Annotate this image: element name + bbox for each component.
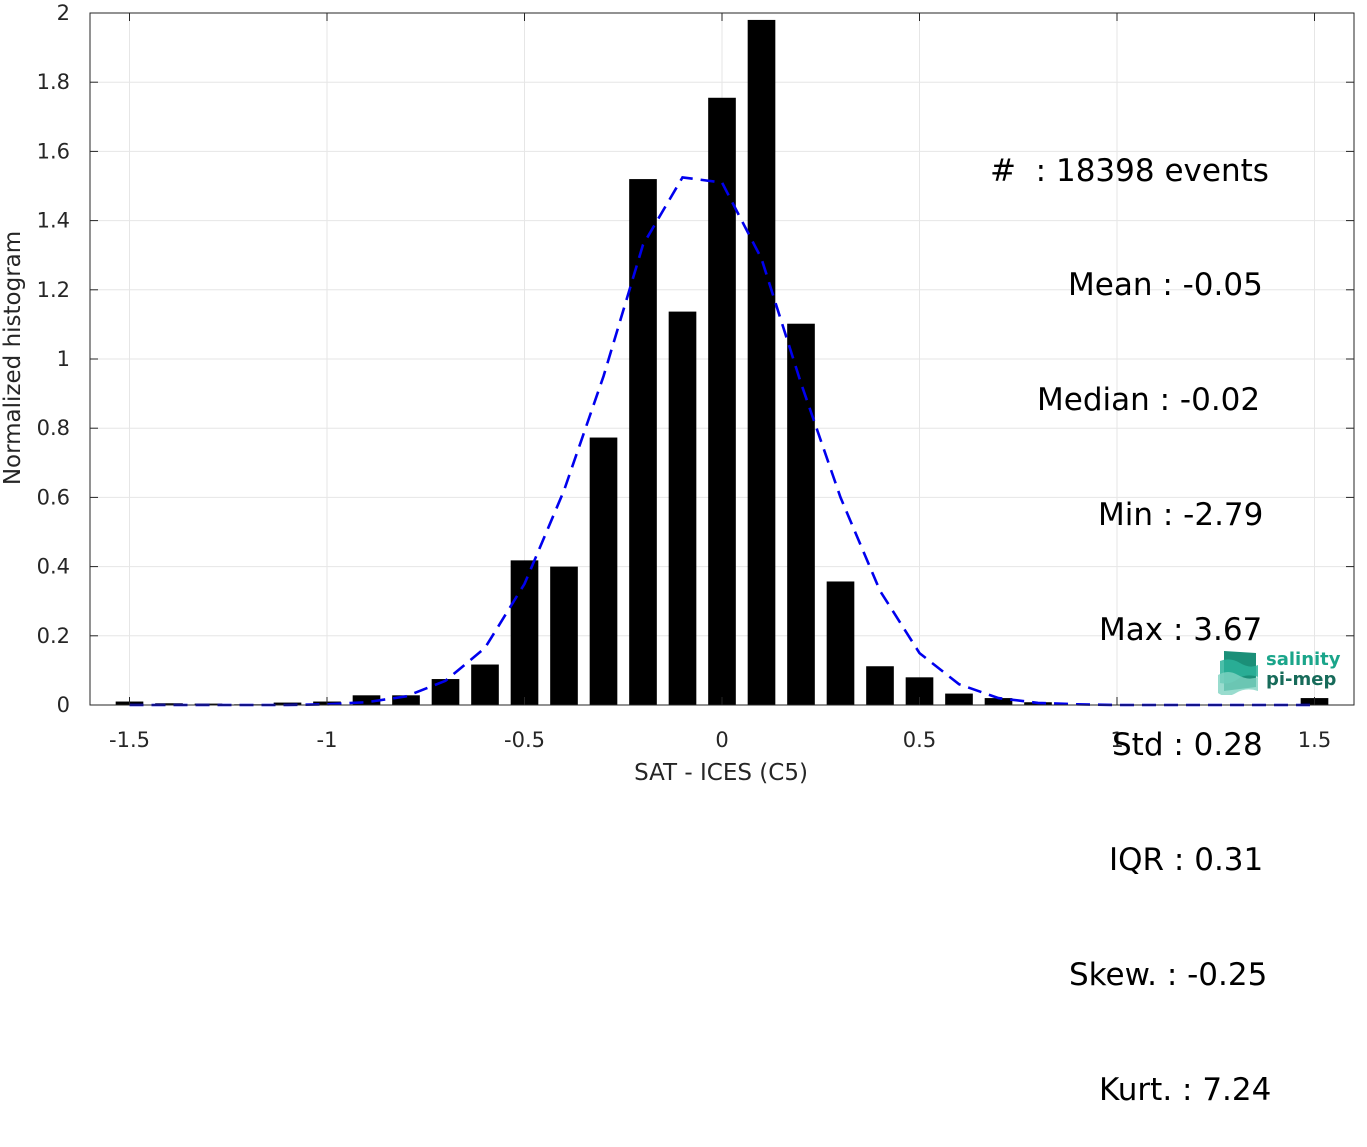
histogram-bar xyxy=(629,179,657,705)
histogram-bar xyxy=(984,698,1013,705)
histogram-bar xyxy=(392,695,420,705)
x-tick-label: 1 xyxy=(1110,728,1123,752)
histogram-bar xyxy=(668,311,697,705)
y-tick-label: 0.2 xyxy=(37,624,70,648)
y-tick-label: 0.8 xyxy=(37,416,70,440)
stats-min: Min : -2.79 xyxy=(1098,497,1264,534)
histogram-bar xyxy=(866,666,894,705)
x-tick-label: 0 xyxy=(715,728,728,752)
stats-skew: Skew. : -0.25 xyxy=(1069,956,1268,993)
x-tick-label: -1 xyxy=(317,728,338,752)
histogram-bar xyxy=(471,664,499,705)
y-axis-label: Normalized histogram xyxy=(0,231,26,485)
y-tick-label: 0.4 xyxy=(37,555,70,579)
logo-wave-icon xyxy=(1218,651,1258,695)
y-tick-label: 1.8 xyxy=(37,70,70,94)
y-tick-label: 0 xyxy=(57,693,70,717)
histogram-bar xyxy=(747,19,776,706)
histogram-bar xyxy=(550,566,578,705)
histogram-bar xyxy=(589,437,618,705)
histogram-bar xyxy=(431,679,460,705)
stats-max: Max : 3.67 xyxy=(1099,612,1263,649)
y-tick-label: 1.2 xyxy=(37,278,70,302)
y-axis-ticks: 0 0.2 0.4 0.6 0.8 1 1.2 1.4 1.6 1.8 2 xyxy=(37,1,1354,717)
histogram-bars xyxy=(115,19,1329,706)
stats-iqr: IQR : 0.31 xyxy=(1109,841,1264,878)
x-tick-label: -1.5 xyxy=(109,728,150,752)
stats-box: # : 18398 events Mean : -0.05 Median : -… xyxy=(990,75,1271,1147)
salinity-pimep-logo: salinity pi-mep xyxy=(1216,647,1346,695)
x-tick-label: 1.5 xyxy=(1298,728,1331,752)
histogram-bar xyxy=(945,693,973,705)
stats-kurt: Kurt. : 7.24 xyxy=(1099,1071,1272,1108)
x-tick-label: -0.5 xyxy=(504,728,545,752)
histogram-bar xyxy=(155,703,183,705)
y-tick-label: 1 xyxy=(57,347,70,371)
histogram-chart: -1.5 -1 -0.5 0 0.5 1 1.5 0 0.2 0.4 0.6 0.8 1 1.2 1.4 1… xyxy=(0,1,1355,785)
y-tick-label: 0.6 xyxy=(37,485,70,509)
y-tick-label: 2 xyxy=(57,1,70,25)
x-tick-label: 0.5 xyxy=(903,728,936,752)
stats-std: Std : 0.28 xyxy=(1112,727,1263,764)
x-axis-ticks: -1.5 -1 -0.5 0 0.5 1 1.5 xyxy=(109,13,1331,752)
stats-count: # : 18398 events xyxy=(990,152,1269,189)
logo-text-line1: salinity xyxy=(1266,649,1341,670)
y-tick-label: 1.4 xyxy=(37,209,70,233)
histogram-bar xyxy=(826,581,855,705)
x-axis-label: SAT - ICES (C5) xyxy=(634,760,808,785)
stats-mean: Mean : -0.05 xyxy=(1068,267,1263,304)
histogram-bar xyxy=(708,97,736,705)
histogram-bar xyxy=(352,695,381,705)
stats-median: Median : -0.02 xyxy=(1037,382,1261,419)
histogram-bar xyxy=(787,323,815,705)
logo-text-line2: pi-mep xyxy=(1266,669,1337,690)
y-tick-label: 1.6 xyxy=(37,139,70,163)
